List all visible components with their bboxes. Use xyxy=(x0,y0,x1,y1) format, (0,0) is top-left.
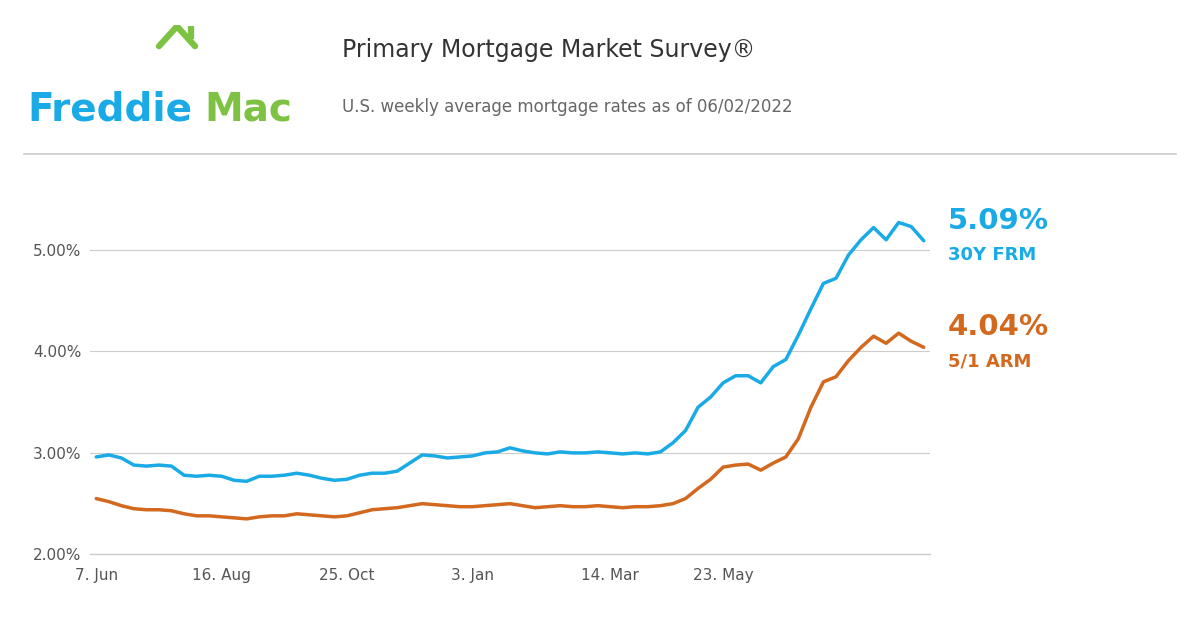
Text: Freddie: Freddie xyxy=(28,90,192,128)
Text: 5/1 ARM: 5/1 ARM xyxy=(948,352,1031,370)
Text: 30Y FRM: 30Y FRM xyxy=(948,246,1037,263)
Text: Mac: Mac xyxy=(204,90,292,128)
Text: Primary Mortgage Market Survey®: Primary Mortgage Market Survey® xyxy=(342,38,755,62)
Text: 5.09%: 5.09% xyxy=(948,207,1049,234)
Text: U.S. weekly average mortgage rates as of 06/02/2022: U.S. weekly average mortgage rates as of… xyxy=(342,98,793,116)
Text: 4.04%: 4.04% xyxy=(948,313,1049,341)
